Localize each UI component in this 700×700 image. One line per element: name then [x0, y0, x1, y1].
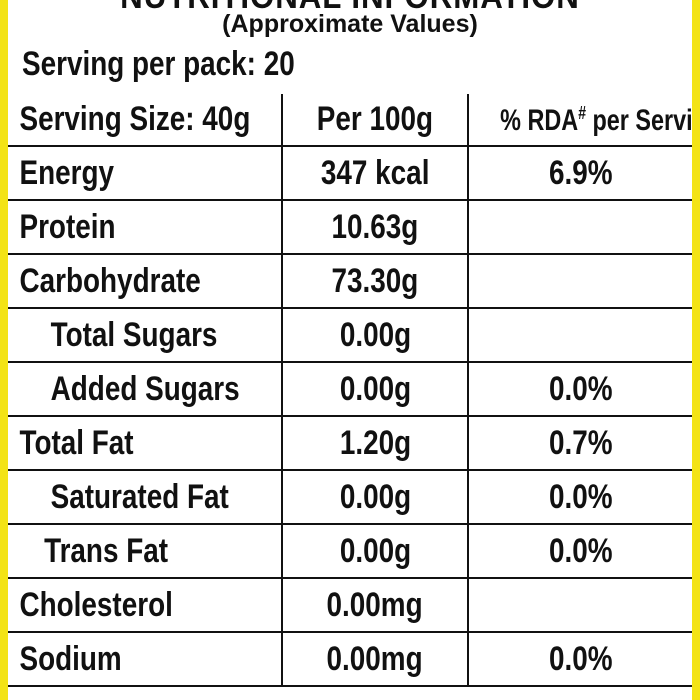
nutrient-name: Protein	[8, 199, 283, 255]
nutrient-name: Cholesterol	[8, 577, 283, 633]
nutrition-table: Serving Size: 40g Per 100g % RDA# per Se…	[8, 94, 692, 687]
per-100g-value: 0.00g	[281, 361, 469, 417]
rda-value	[467, 253, 692, 309]
rda-value	[467, 199, 692, 255]
per-100g-value: 0.00g	[281, 523, 469, 579]
per-100g-value: 73.30g	[281, 253, 469, 309]
table-row: Saturated Fat 0.00g 0.0%	[8, 469, 692, 525]
serving-size-header: Serving Size: 40g	[8, 94, 283, 147]
nutrient-name: Carbohydrate	[8, 253, 283, 309]
rda-value	[467, 307, 692, 363]
per-100g-header: Per 100g	[281, 94, 469, 147]
nutrient-name: Saturated Fat	[8, 469, 283, 525]
per-100g-value: 0.00g	[281, 469, 469, 525]
rda-value: 0.7%	[467, 415, 692, 471]
table-row: Sodium 0.00mg 0.0%	[8, 631, 692, 687]
table-row: Protein 10.63g	[8, 199, 692, 255]
table-header-row: Serving Size: 40g Per 100g % RDA# per Se…	[8, 94, 692, 147]
nutrient-name: Trans Fat	[8, 523, 283, 579]
per-100g-value: 10.63g	[281, 199, 469, 255]
table-row: Carbohydrate 73.30g	[8, 253, 692, 309]
table-row: Cholesterol 0.00mg	[8, 577, 692, 633]
per-100g-value: 0.00mg	[281, 631, 469, 687]
rda-value: 0.0%	[467, 523, 692, 579]
rda-header: % RDA# per Serving	[467, 94, 692, 147]
table-row: Energy 347 kcal 6.9%	[8, 145, 692, 201]
label-title: NUTRITIONAL INFORMATION	[35, 0, 664, 17]
per-100g-value: 0.00mg	[281, 577, 469, 633]
table-row: Added Sugars 0.00g 0.0%	[8, 361, 692, 417]
nutrient-name: Energy	[8, 145, 283, 201]
nutrient-name: Total Fat	[8, 415, 283, 471]
nutrient-name: Added Sugars	[8, 361, 283, 417]
serving-per-pack: Serving per pack: 20	[22, 45, 295, 83]
label-subtitle: (Approximate Values)	[222, 10, 478, 38]
nutrient-name: Total Sugars	[8, 307, 283, 363]
nutrient-name: Sodium	[8, 631, 283, 687]
table-row: Total Sugars 0.00g	[8, 307, 692, 363]
rda-value: 0.0%	[467, 469, 692, 525]
per-100g-value: 347 kcal	[281, 145, 469, 201]
per-100g-value: 0.00g	[281, 307, 469, 363]
nutrition-label: NUTRITIONAL INFORMATION (Approximate Val…	[8, 0, 692, 700]
rda-value: 0.0%	[467, 361, 692, 417]
table-row: Trans Fat 0.00g 0.0%	[8, 523, 692, 579]
per-100g-value: 1.20g	[281, 415, 469, 471]
rda-value: 6.9%	[467, 145, 692, 201]
rda-value	[467, 577, 692, 633]
rda-value: 0.0%	[467, 631, 692, 687]
table-row: Total Fat 1.20g 0.7%	[8, 415, 692, 471]
